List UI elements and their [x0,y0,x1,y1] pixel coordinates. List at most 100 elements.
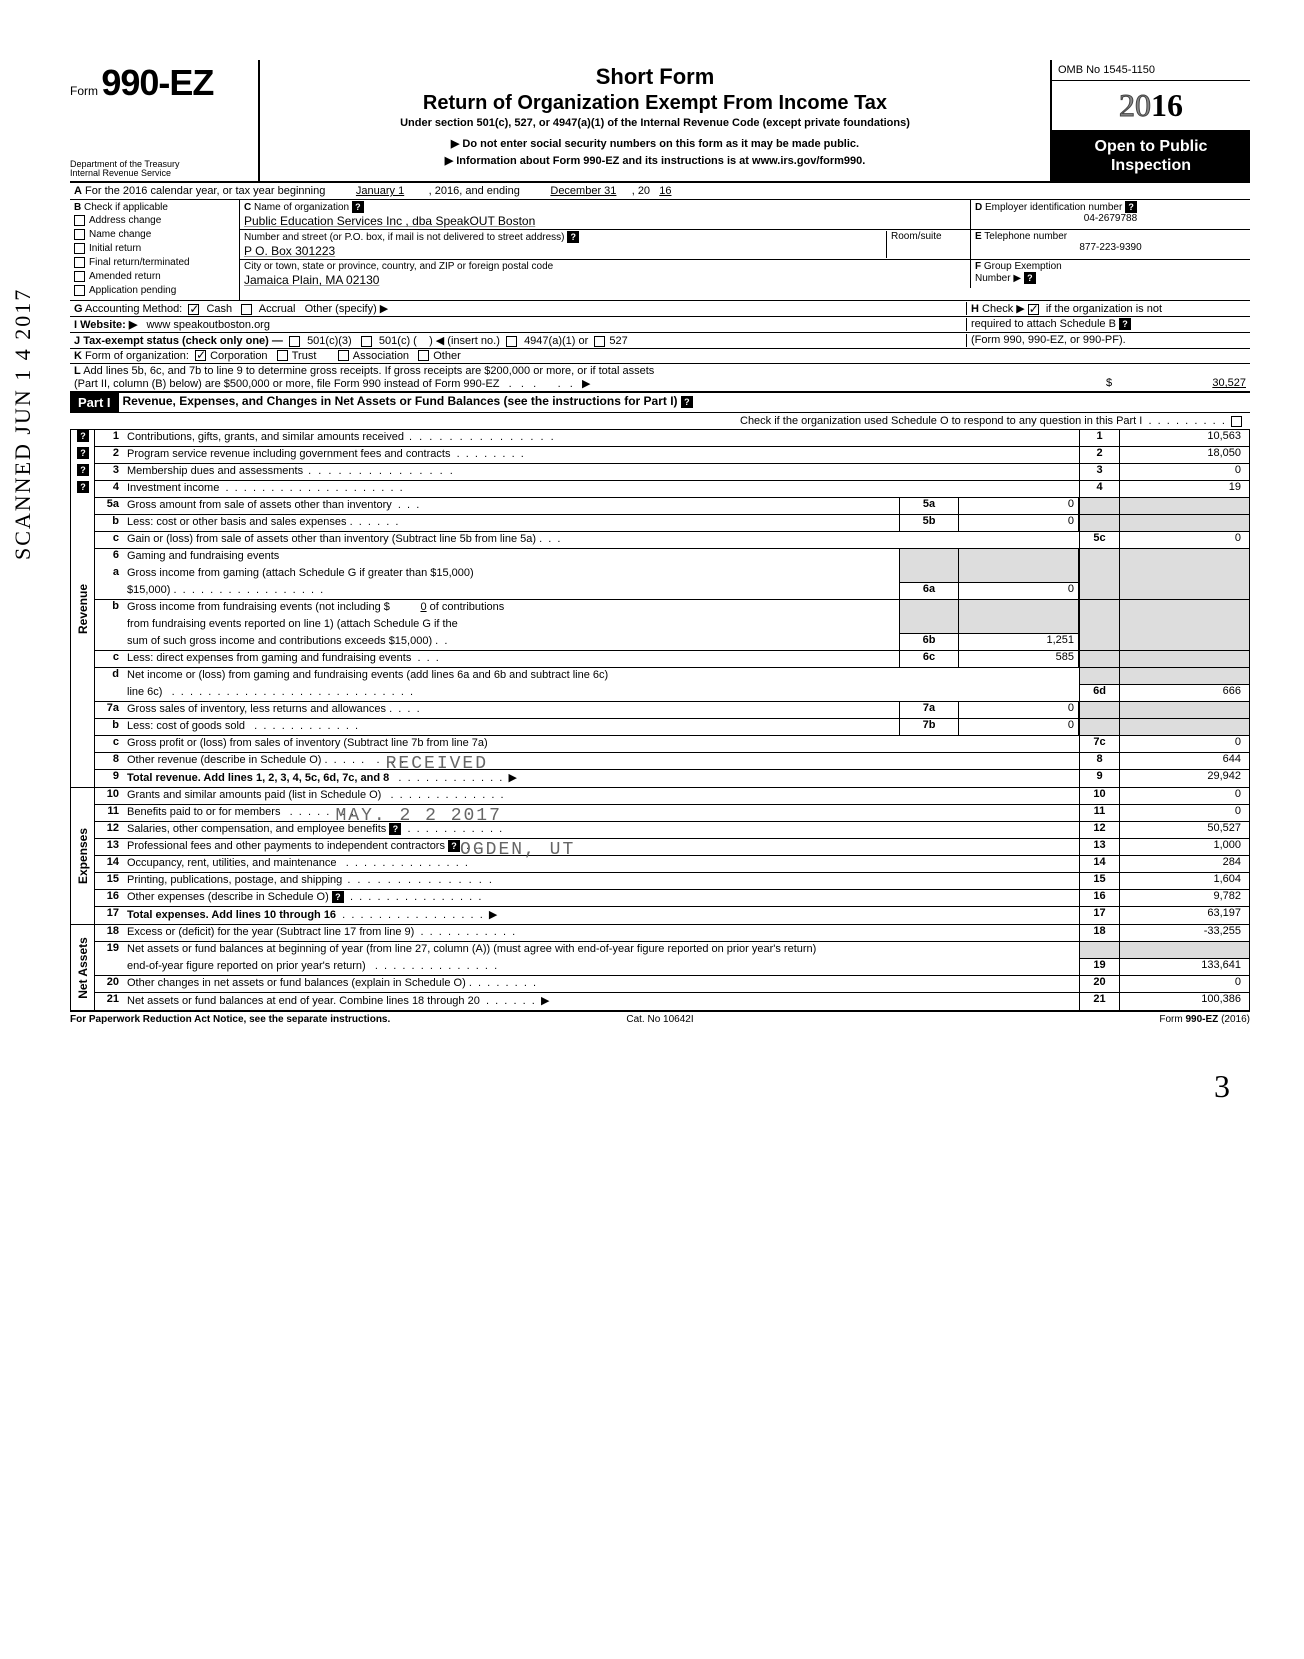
h-text1: Check ▶ [982,303,1025,315]
chk-schedule-o[interactable] [1231,416,1242,427]
label-i: I [74,319,77,331]
line-num: 14 [95,856,125,872]
lbl-amended-return: Amended return [89,271,161,282]
line-desc: Other expenses (describe in Schedule O) [127,891,329,903]
sub-num: 7b [899,719,959,735]
open-line1: Open to Public [1056,137,1246,156]
line-value: 0 [1119,464,1249,480]
line-rnum: 3 [1079,464,1119,480]
form-990ez: Form 990-EZ Department of the Treasury I… [70,60,1250,1025]
chk-501c3[interactable] [289,336,300,347]
lbl-527: 527 [609,335,627,347]
shade-cell [1119,549,1249,566]
short-form-label: Short Form [268,64,1042,90]
sub-value: 0 [959,583,1079,599]
line-rnum: 7c [1079,736,1119,752]
chk-trust[interactable] [277,350,288,361]
city-state-zip: Jamaica Plain, MA 02130 [244,272,966,287]
omb-number: OMB No 1545-1150 [1052,60,1250,81]
tel-label: Telephone number [984,231,1067,242]
chk-cash[interactable] [188,304,199,315]
shade-cell [899,549,959,566]
line-value: 10,563 [1119,430,1249,446]
lbl-accrual: Accrual [259,303,296,315]
chk-association[interactable] [338,350,349,361]
cat-number: Cat. No 10642I [463,1014,856,1025]
shade-cell [1079,600,1119,617]
line-value: 63,197 [1119,907,1249,924]
room-label: Room/suite [891,231,942,242]
h-text4: (Form 990, 990-EZ, or 990-PF). [971,334,1126,346]
shade-cell [1119,583,1249,599]
sub-value: 585 [959,651,1079,667]
schedule-o-check-text: Check if the organization used Schedule … [740,415,1142,427]
line-desc: Professional fees and other payments to … [127,840,445,852]
form-footer: For Paperwork Reduction Act Notice, see … [70,1012,1250,1025]
chk-initial-return[interactable] [74,243,85,254]
line-rnum: 2 [1079,447,1119,463]
chk-corporation[interactable] [195,350,206,361]
line-desc: Less: cost or other basis and sales expe… [127,516,347,528]
col-b-checkboxes: B Check if applicable Address change Nam… [70,200,240,300]
chk-other-org[interactable] [418,350,429,361]
line-rnum: 6d [1079,685,1119,701]
line-num: 6 [95,549,125,566]
shade-cell [1079,617,1119,634]
tax-year: 2016 [1052,81,1250,131]
help-icon: ? [389,823,401,835]
chk-application-pending[interactable] [74,285,85,296]
line-value: 100,386 [1119,993,1249,1010]
lbl-501c: 501(c) ( [379,335,417,347]
help-icon: ? [567,231,579,243]
chk-4947[interactable] [506,336,517,347]
sub-num: 5a [899,498,959,514]
chk-501c[interactable] [361,336,372,347]
help-icon: ? [77,430,89,442]
line-num: b [95,515,125,531]
line-rnum: 13 [1079,839,1119,855]
chk-final-return[interactable] [74,257,85,268]
label-d: D [975,202,982,213]
chk-527[interactable] [594,336,605,347]
help-icon: ? [681,396,693,408]
shade-cell [899,566,959,583]
line-rnum: 19 [1079,959,1119,975]
form-org-label: Form of organization: [85,350,189,362]
line-desc: Gross income from fundraising events (no… [127,601,390,613]
line-desc: Gaming and fundraising events [125,549,899,566]
chk-no-schedule-b[interactable] [1028,304,1039,315]
line-value: 0 [1119,736,1249,752]
line-num [95,583,125,599]
help-icon: ? [77,464,89,476]
line-value: 1,000 [1119,839,1249,855]
label-a: A [74,185,82,197]
shade-cell [1079,515,1119,531]
line-desc: Gross amount from sale of assets other t… [127,499,392,511]
line-rnum: 20 [1079,976,1119,992]
line-value: 18,050 [1119,447,1249,463]
line-desc: Net assets or fund balances at beginning… [125,942,1079,959]
line-desc: Less: cost of goods sold [127,720,245,732]
chk-address-change[interactable] [74,215,85,226]
line-desc: from fundraising events reported on line… [125,617,899,634]
lbl-other-org: Other [433,350,461,362]
sub-value: 1,251 [959,634,1079,650]
contrib-value: 0 [420,601,426,613]
line-num: 2 [95,447,125,463]
city-label: City or town, state or province, country… [244,261,966,272]
chk-amended-return[interactable] [74,271,85,282]
line-desc: Net income or (loss) from gaming and fun… [125,668,1079,685]
label-g: G [74,303,83,315]
line-num: 15 [95,873,125,889]
chk-name-change[interactable] [74,229,85,240]
chk-accrual[interactable] [241,304,252,315]
row-i-website: I Website: ▶ www speakoutboston.org requ… [70,317,1250,333]
line-num: 12 [95,822,125,838]
arrow-icon: ▶ [582,378,590,390]
lbl-name-change: Name change [89,229,151,240]
line-desc: Less: direct expenses from gaming and fu… [127,652,411,664]
return-title: Return of Organization Exempt From Incom… [268,92,1042,115]
form-number: 990-EZ [101,62,213,103]
shade-cell [1079,651,1119,667]
row-l-gross-receipts: L Add lines 5b, 6c, and 7b to line 9 to … [70,364,1250,393]
